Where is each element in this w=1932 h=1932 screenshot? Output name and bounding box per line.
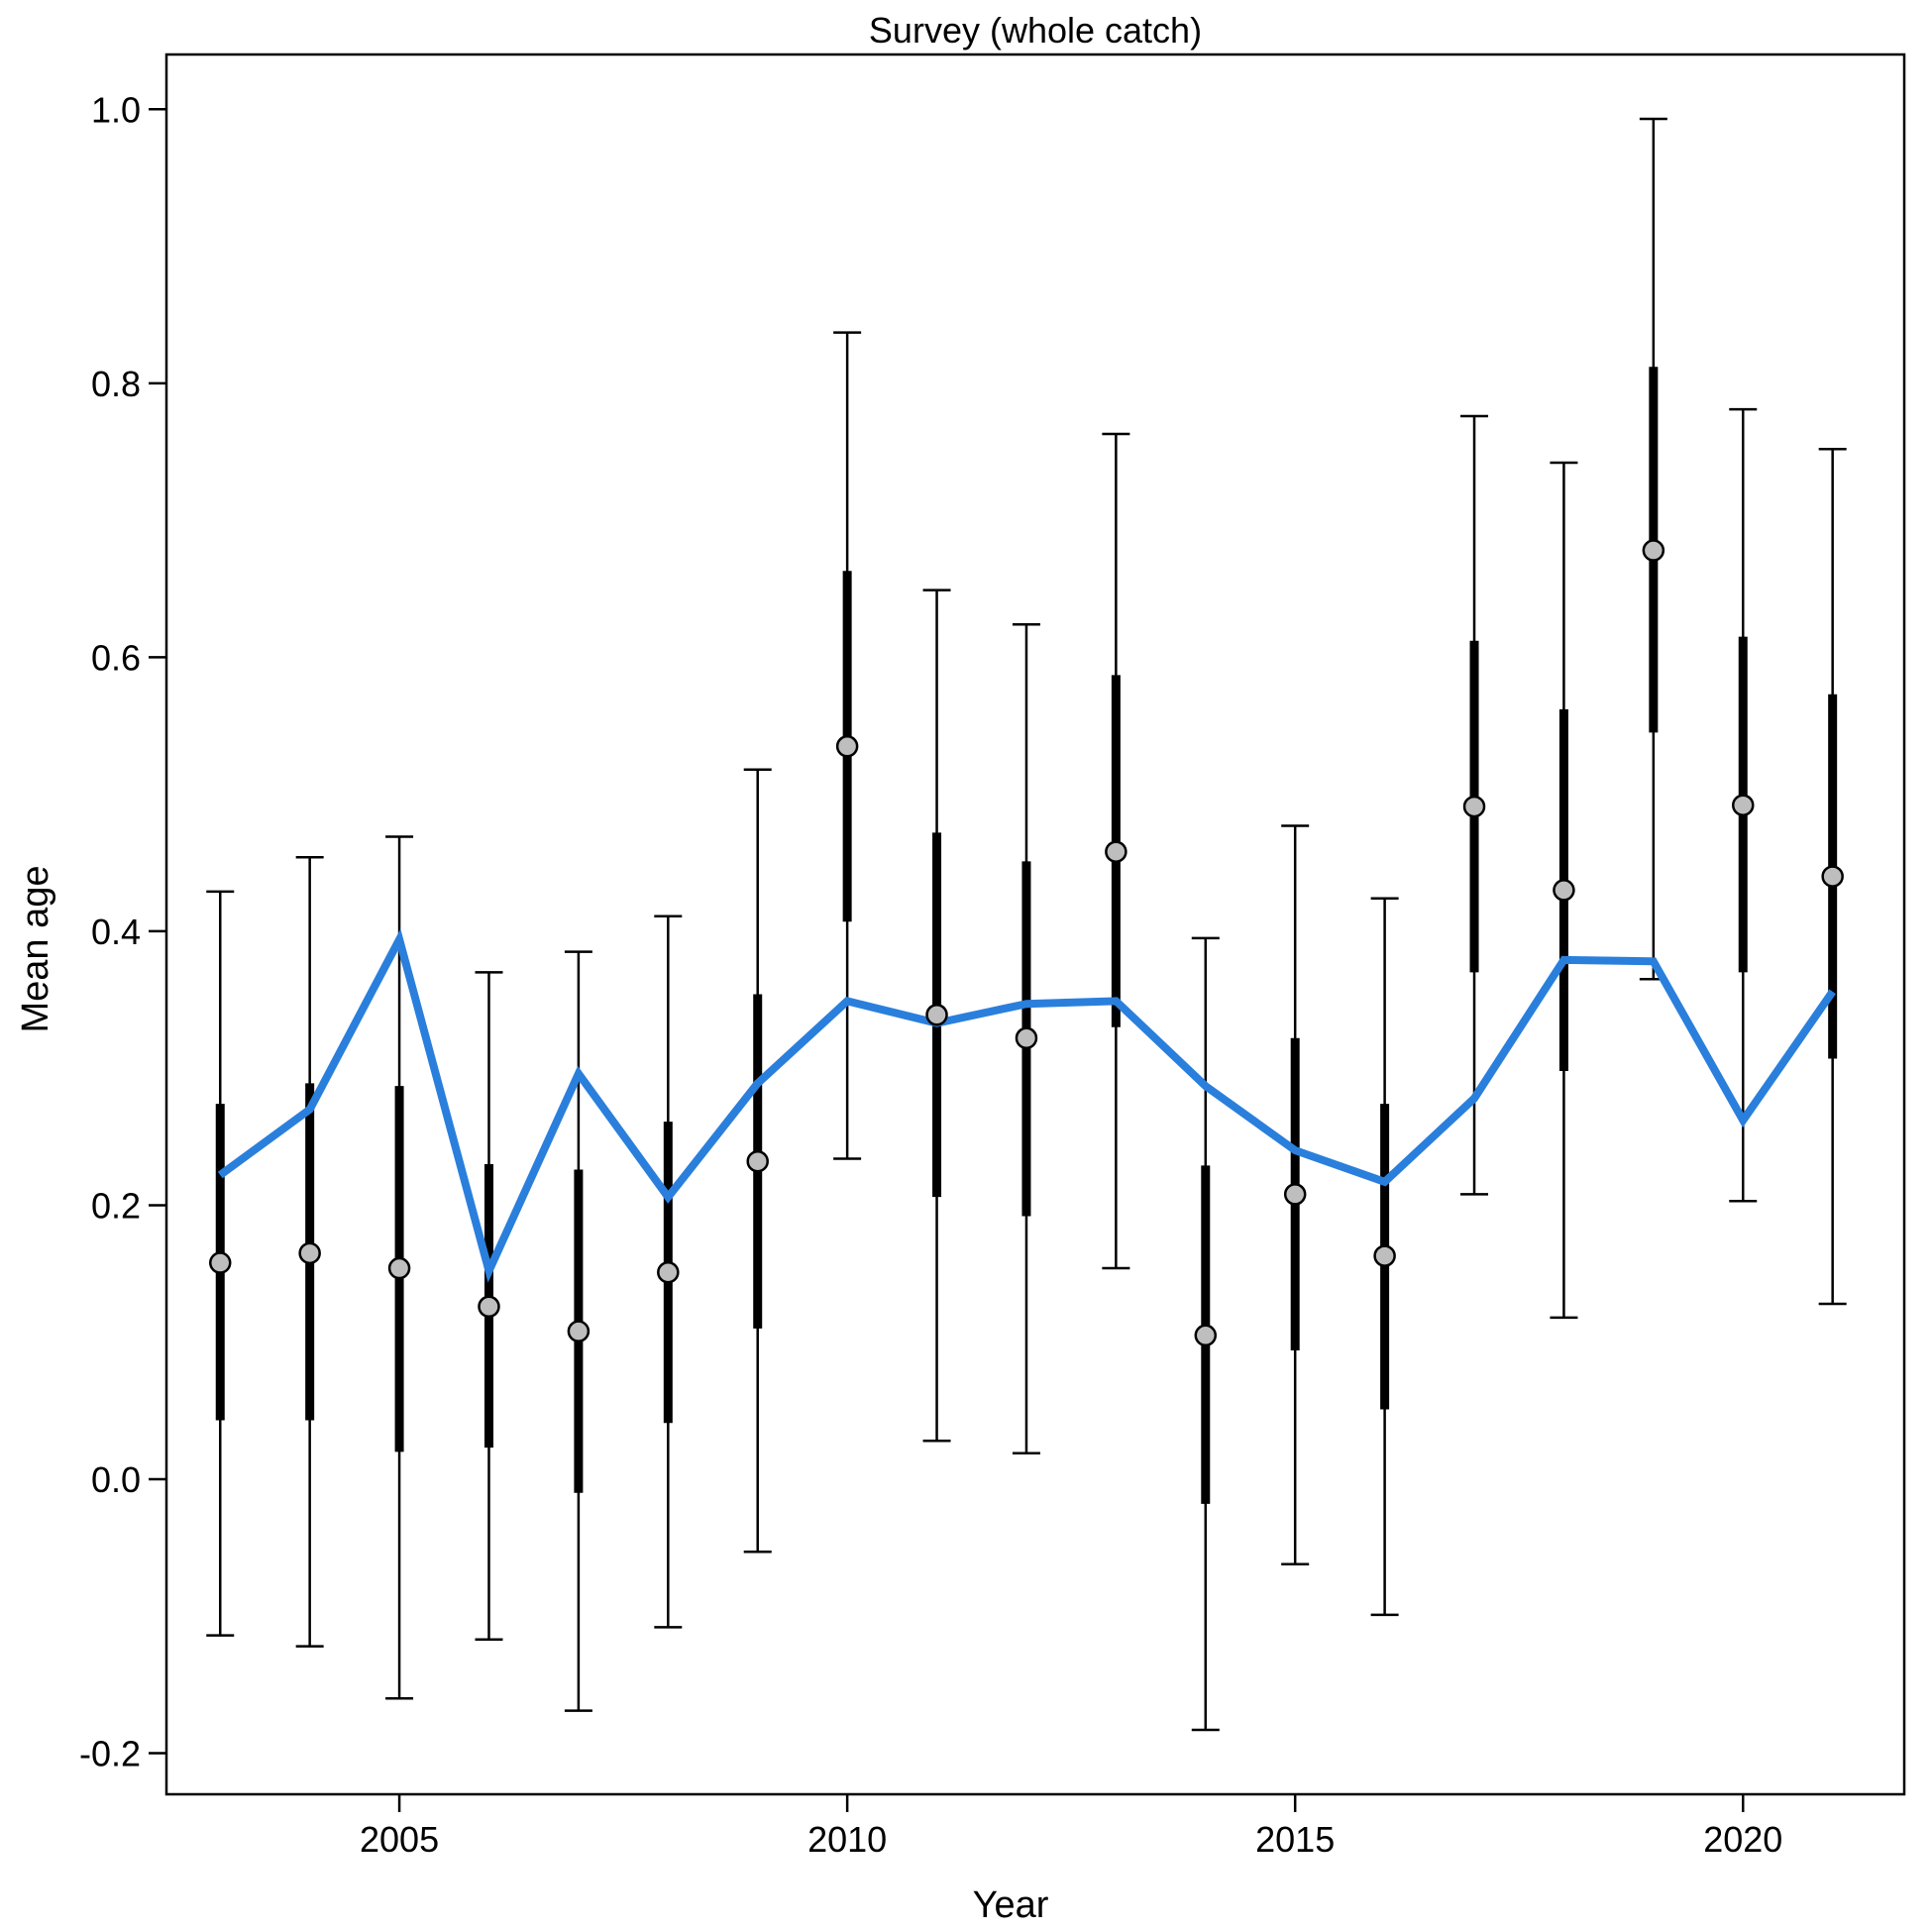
observed-point — [1373, 1244, 1396, 1267]
observed-point — [1821, 865, 1844, 888]
plot-frame — [164, 53, 1906, 1796]
observed-point — [1462, 795, 1486, 818]
observed-point — [1105, 840, 1127, 863]
y-tick-label: 1.0 — [91, 89, 141, 130]
y-tick-label: -0.2 — [79, 1734, 141, 1774]
y-tick-label: 0.0 — [91, 1459, 141, 1500]
observed-point — [925, 1004, 948, 1026]
observed-point — [1283, 1183, 1307, 1206]
chart-title: Survey (whole catch) — [869, 10, 1202, 51]
observed-point — [1015, 1026, 1038, 1050]
y-tick-label: 0.4 — [91, 912, 141, 952]
y-tick-label: 0.6 — [91, 637, 141, 678]
y-tick-label: 0.2 — [91, 1185, 141, 1226]
observed-point — [1194, 1324, 1218, 1347]
x-tick-label: 2015 — [1255, 1819, 1335, 1860]
y-axis-label: Mean age — [15, 865, 56, 1032]
fitted-line — [217, 928, 1836, 1283]
observed-series — [208, 539, 1844, 1347]
observed-point — [1732, 794, 1755, 816]
y-tick-label: 0.8 — [91, 364, 141, 404]
observed-point — [1642, 539, 1665, 562]
y-axis: -0.2 0.0 0.2 0.4 0.6 0.8 1.0 — [79, 89, 166, 1774]
fitted-series — [217, 928, 1836, 1283]
observed-point — [1553, 879, 1575, 902]
x-tick-label: 2020 — [1703, 1819, 1782, 1860]
observed-point — [478, 1295, 500, 1319]
x-tick-label: 2005 — [360, 1819, 439, 1860]
error-bars — [206, 117, 1847, 1732]
observed-point — [746, 1149, 769, 1173]
observed-point — [208, 1251, 232, 1274]
x-tick-label: 2010 — [807, 1819, 887, 1860]
x-axis: 2005 2010 2015 2020 — [360, 1794, 1782, 1860]
observed-point — [298, 1241, 321, 1265]
observed-point — [387, 1256, 411, 1280]
observed-point — [567, 1320, 590, 1342]
x-axis-label: Year — [973, 1884, 1049, 1926]
observed-point — [657, 1260, 680, 1284]
observed-point — [835, 735, 859, 758]
